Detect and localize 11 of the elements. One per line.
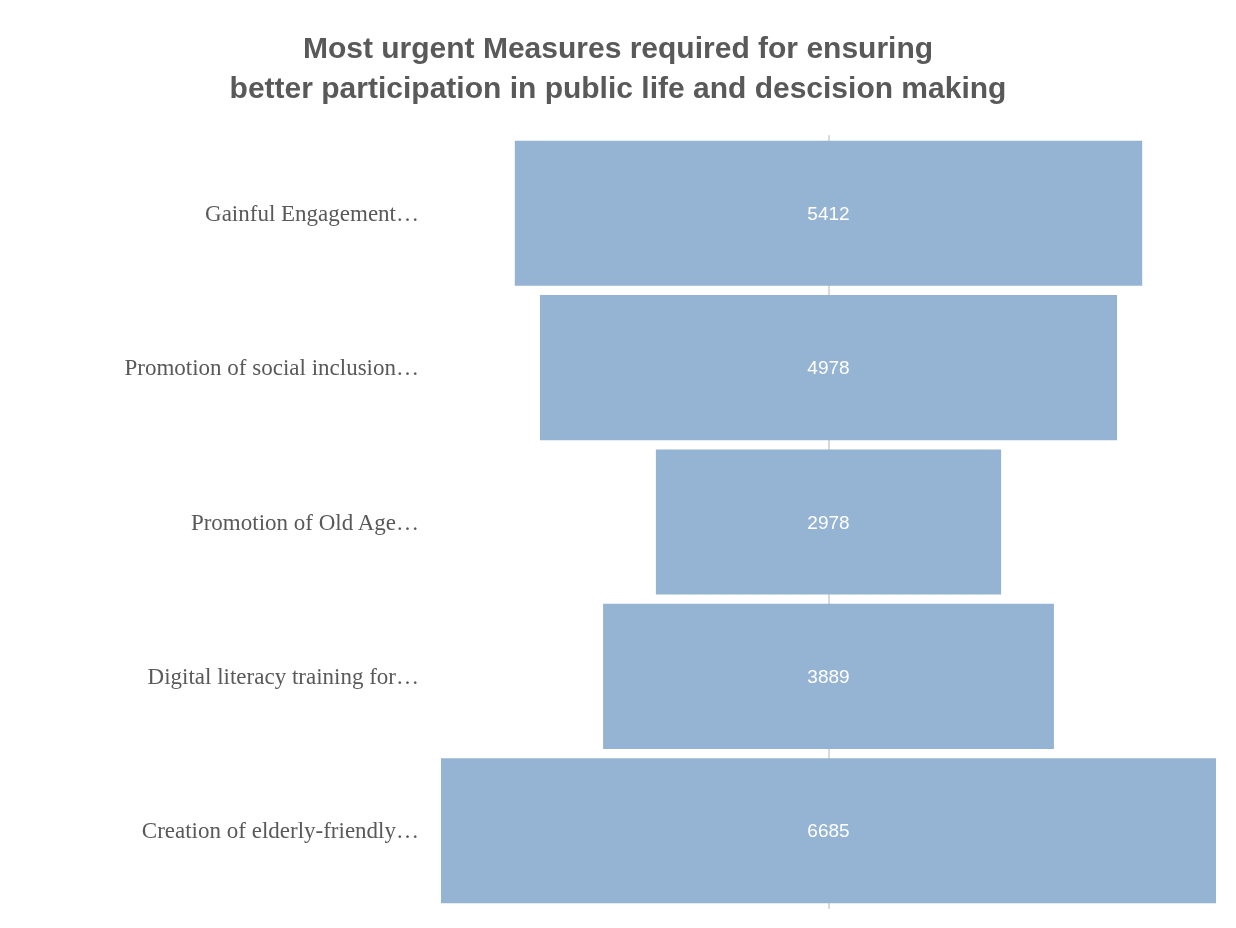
data-label: 4978 [807, 357, 850, 379]
category-label: Promotion of social inclusion… [124, 355, 419, 381]
data-label: 5412 [807, 202, 850, 224]
data-label: 3889 [807, 665, 850, 687]
category-label: Promotion of Old Age… [190, 509, 419, 535]
category-label: Digital literacy training for… [147, 663, 419, 689]
category-label: Creation of elderly-friendly… [141, 818, 419, 844]
category-label: Gainful Engagement… [205, 200, 419, 226]
text: Most urgent Measures required for ensuring better participation in public life and descision making [229, 30, 1007, 104]
data-label: 6685 [807, 820, 850, 842]
data-label: 2978 [807, 511, 850, 533]
